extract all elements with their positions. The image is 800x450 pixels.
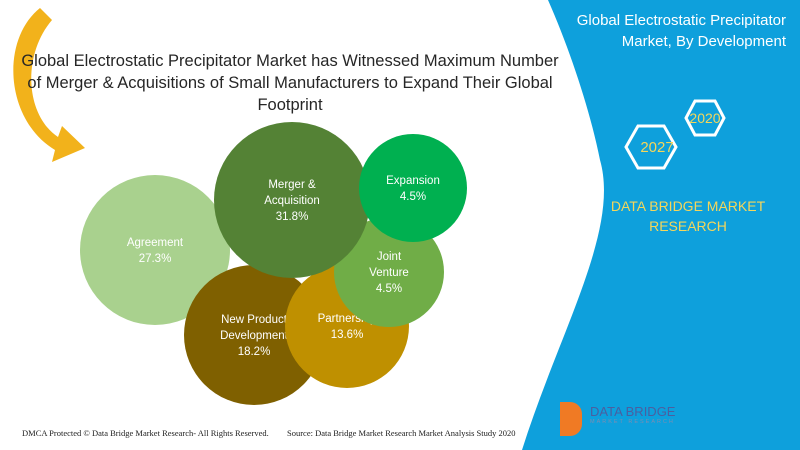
- bubble-new-product-development: New Product Development 18.2%: [184, 265, 324, 405]
- curved-arrow-icon: [13, 8, 85, 162]
- bubble-label: Venture: [369, 267, 409, 279]
- bubble-label: Merger &: [268, 179, 316, 191]
- hexagon-2020: 2020: [684, 99, 726, 137]
- logo: DATA BRIDGE MARKET RESEARCH: [560, 402, 676, 436]
- source: Source: Data Bridge Market Research Mark…: [287, 428, 516, 438]
- bubble-label: Joint: [377, 251, 402, 263]
- bubble-label: Expansion: [386, 175, 440, 187]
- bubble-label: New Product: [221, 314, 288, 326]
- year-2020: 2020: [689, 110, 720, 126]
- panel-title: Global Electrostatic Precipitator Market…: [576, 12, 786, 50]
- bubble-value: 27.3%: [139, 253, 172, 265]
- bubble-circle: [214, 122, 370, 278]
- brand-text: DATA BRIDGE MARKET RESEARCH: [610, 198, 766, 234]
- bubble-joint-venture: Joint Venture 4.5%: [334, 217, 444, 327]
- bubble-circle: [334, 217, 444, 327]
- copyright: DMCA Protected © Data Bridge Market Rese…: [22, 428, 269, 438]
- blue-panel: [522, 0, 800, 450]
- bubble-value: 13.6%: [331, 329, 364, 341]
- hexagon-2027: 2027: [624, 124, 678, 170]
- bubble-value: 4.5%: [400, 191, 426, 203]
- bubble-label: Development: [220, 330, 289, 342]
- bubble-merger-acquisition: Merger & Acquisition 31.8%: [214, 122, 370, 278]
- chart-title: Global Electrostatic Precipitator Market…: [21, 52, 559, 114]
- bubble-chart: Agreement 27.3% New Product Development 18.2…: [80, 122, 467, 405]
- logo-name: DATA BRIDGE: [590, 404, 676, 419]
- bubble-circle: [80, 175, 230, 325]
- bubble-circle: [359, 134, 467, 242]
- bubble-value: 18.2%: [238, 346, 271, 358]
- bubble-agreement: Agreement 27.3%: [80, 175, 230, 325]
- bubble-value: 4.5%: [376, 283, 402, 295]
- logo-icon: [560, 402, 582, 436]
- bubble-label: Acquisition: [264, 195, 320, 207]
- year-2027: 2027: [640, 139, 673, 156]
- logo-tagline: MARKET RESEARCH: [590, 419, 675, 425]
- bubble-value: 31.8%: [276, 211, 309, 223]
- bubble-label: Agreement: [127, 237, 184, 249]
- bubble-expansion: Expansion 4.5%: [359, 134, 467, 242]
- bubble-circle: [184, 265, 324, 405]
